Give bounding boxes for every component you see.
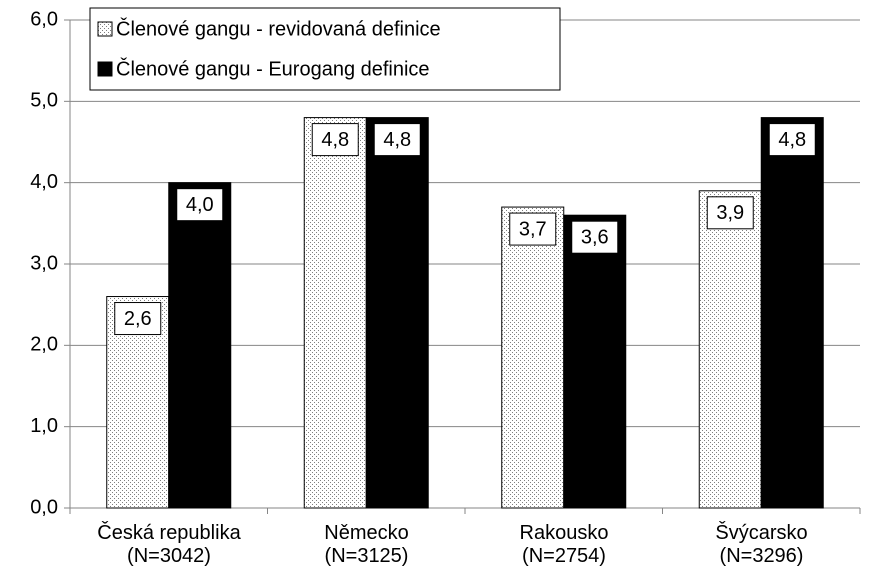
y-tick-label: 3,0: [30, 252, 58, 274]
data-label: 4,0: [186, 194, 214, 216]
data-label-box: [706, 196, 754, 230]
x-tick-label: Česká republika (N=3042): [97, 522, 241, 567]
y-tick-label: 2,0: [30, 334, 58, 356]
x-tick-label: Švýcarsko (N=3296): [715, 522, 808, 567]
bar: [760, 117, 824, 509]
data-label-box: [176, 188, 224, 222]
legend-swatch: [97, 21, 113, 37]
data-label: 2,6: [124, 308, 152, 330]
y-tick-label: 6,0: [30, 8, 58, 30]
data-label-box: [509, 212, 557, 246]
legend-box: [89, 7, 561, 91]
bar: [303, 117, 367, 509]
data-label: 4,8: [321, 129, 349, 151]
bar: [501, 206, 565, 509]
x-tick-label: Rakousko (N=2754): [519, 522, 609, 567]
y-tick-label: 5,0: [30, 90, 58, 112]
data-label-box: [571, 220, 619, 254]
legend-swatch: [97, 61, 113, 77]
data-label: 3,9: [716, 202, 744, 224]
y-tick-label: 4,0: [30, 171, 58, 193]
data-label: 4,8: [383, 129, 411, 151]
y-tick-label: 1,0: [30, 415, 58, 437]
data-label-box: [373, 123, 421, 157]
bar: [563, 214, 627, 509]
data-label: 3,7: [519, 218, 547, 240]
data-label: 4,8: [778, 129, 806, 151]
bar: [698, 190, 762, 509]
data-label-box: [311, 123, 359, 157]
bar: [365, 117, 429, 509]
y-tick-label: 0,0: [30, 496, 58, 518]
x-tick-label: Německo (N=3125): [324, 522, 409, 567]
data-label-box: [114, 302, 162, 336]
legend-label: Členové gangu - revidovaná definice: [116, 17, 441, 40]
bar: [168, 182, 232, 509]
data-label-box: [768, 123, 816, 157]
legend-label: Členové gangu - Eurogang definice: [116, 57, 430, 80]
data-label: 3,6: [581, 226, 609, 248]
